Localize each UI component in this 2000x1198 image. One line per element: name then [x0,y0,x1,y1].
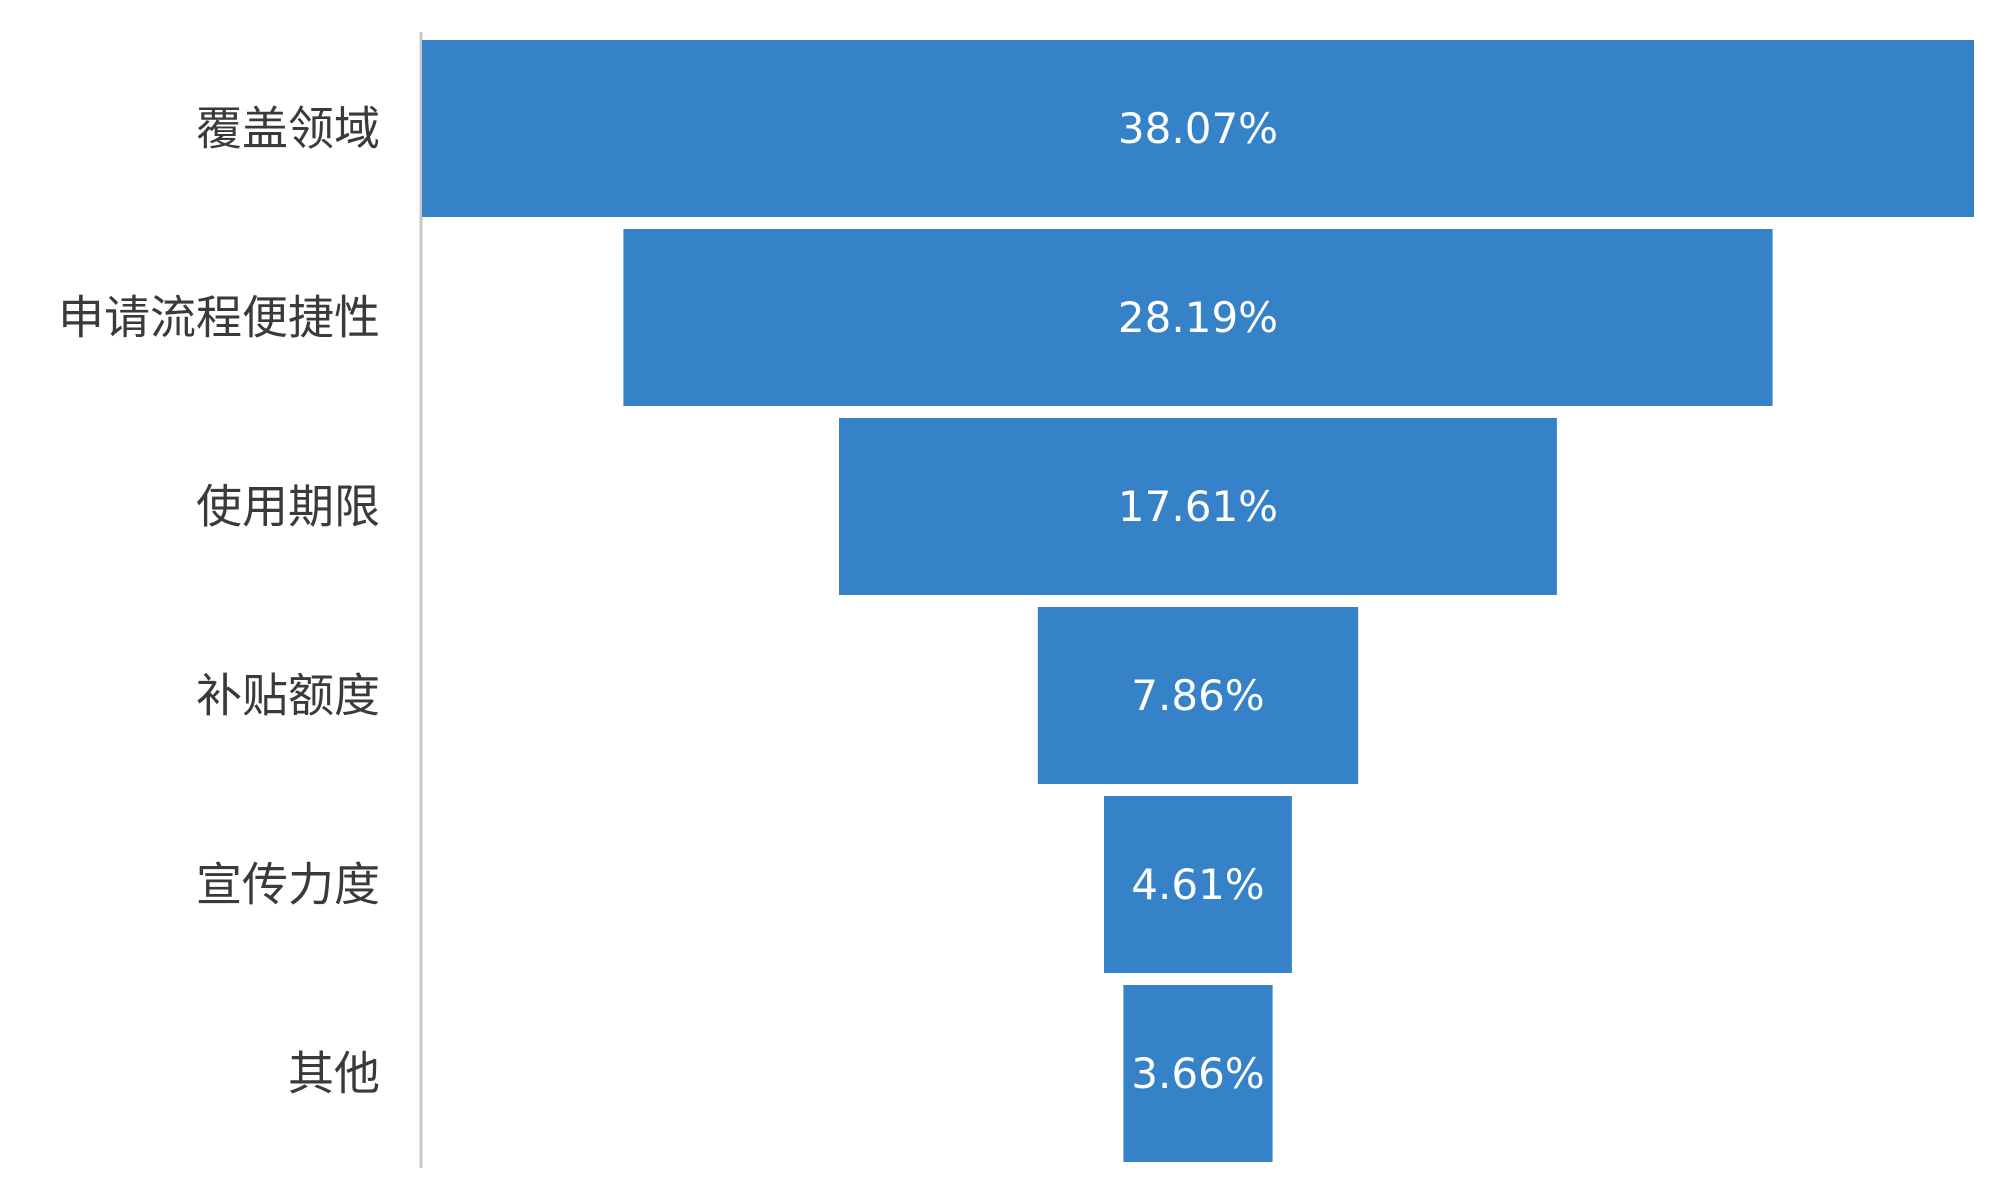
funnel-bar [1104,796,1292,973]
bars-layer [422,40,1974,1162]
category-label: 宣传力度 [196,858,380,912]
bar-value-label: 38.07% [1118,104,1278,153]
category-label: 其他 [288,1047,380,1101]
category-label: 覆盖领域 [196,102,380,156]
category-label: 使用期限 [196,480,380,534]
bar-value-label: 3.66% [1131,1049,1264,1098]
bar-value-label: 4.61% [1131,860,1264,909]
bar-value-label: 28.19% [1118,293,1278,342]
bar-value-label: 17.61% [1118,482,1278,531]
funnel-bar [623,229,1773,406]
category-label: 申请流程便捷性 [58,291,380,345]
funnel-bar [1037,607,1359,784]
bar-value-label: 7.86% [1131,671,1264,720]
funnel-bar [1123,985,1273,1162]
funnel-bar [839,418,1557,595]
funnel-bar [422,40,1974,217]
data-labels: 38.07% 28.19% 17.61% 7.86% 4.61% 3.66% [1118,104,1278,1098]
category-label: 补贴额度 [196,669,380,723]
